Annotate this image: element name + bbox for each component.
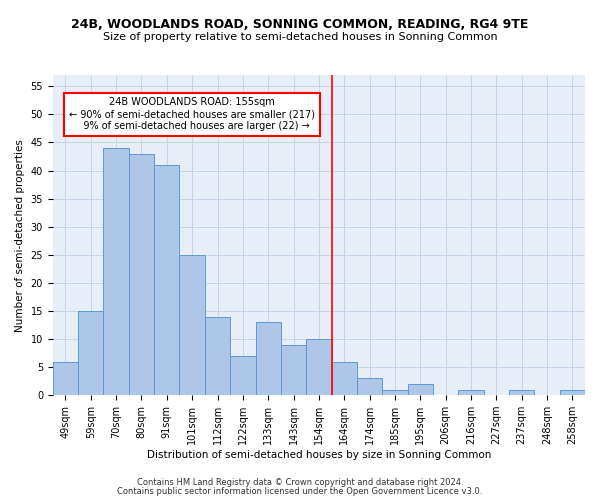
- Bar: [357, 378, 382, 395]
- Bar: [256, 322, 281, 395]
- Text: Contains HM Land Registry data © Crown copyright and database right 2024.: Contains HM Land Registry data © Crown c…: [137, 478, 463, 487]
- Bar: [103, 148, 129, 395]
- Text: Contains public sector information licensed under the Open Government Licence v3: Contains public sector information licen…: [118, 487, 482, 496]
- Bar: [154, 165, 179, 395]
- Bar: [560, 390, 585, 395]
- Y-axis label: Number of semi-detached properties: Number of semi-detached properties: [15, 138, 25, 332]
- Bar: [78, 311, 103, 395]
- Bar: [509, 390, 535, 395]
- Bar: [129, 154, 154, 395]
- Bar: [281, 344, 306, 395]
- Text: Size of property relative to semi-detached houses in Sonning Common: Size of property relative to semi-detach…: [103, 32, 497, 42]
- Text: 24B WOODLANDS ROAD: 155sqm
← 90% of semi-detached houses are smaller (217)
   9%: 24B WOODLANDS ROAD: 155sqm ← 90% of semi…: [69, 98, 315, 130]
- Bar: [332, 362, 357, 395]
- Bar: [205, 316, 230, 395]
- Bar: [53, 362, 78, 395]
- Bar: [179, 255, 205, 395]
- Bar: [230, 356, 256, 395]
- X-axis label: Distribution of semi-detached houses by size in Sonning Common: Distribution of semi-detached houses by …: [147, 450, 491, 460]
- Bar: [306, 339, 332, 395]
- Bar: [407, 384, 433, 395]
- Bar: [382, 390, 407, 395]
- Text: 24B, WOODLANDS ROAD, SONNING COMMON, READING, RG4 9TE: 24B, WOODLANDS ROAD, SONNING COMMON, REA…: [71, 18, 529, 30]
- Bar: [458, 390, 484, 395]
